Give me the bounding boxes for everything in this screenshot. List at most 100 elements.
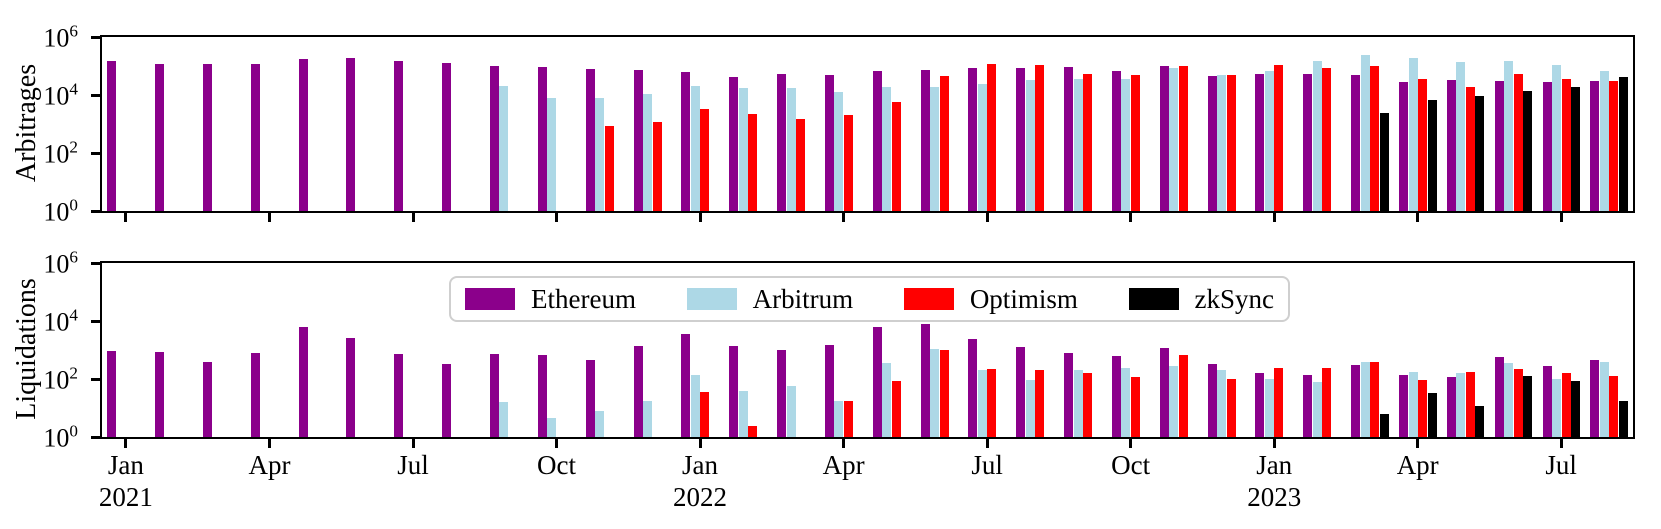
x-tick-label: Jan 2023	[1247, 450, 1302, 513]
bar-optimism-jul-2022	[987, 368, 997, 437]
bar-arbitrum-aug-2023	[1599, 70, 1609, 211]
bar-optimism-feb-2022	[748, 114, 758, 211]
y-tick-label: 106	[43, 21, 78, 53]
y-tick-mark	[91, 261, 100, 265]
bar-ethereum-jan-2021	[107, 60, 117, 211]
legend-item-arbitrum: Arbitrum	[686, 283, 854, 314]
bar-ethereum-jun-2023	[1494, 357, 1504, 437]
bar-zksync-jun-2023	[1523, 375, 1533, 437]
bar-optimism-oct-2022	[1130, 376, 1140, 437]
bar-arbitrum-jul-2023	[1552, 65, 1561, 211]
bar-optimism-sep-2022	[1083, 373, 1092, 437]
x-tick-mark	[555, 439, 558, 448]
y-tick-mark	[91, 319, 100, 323]
bar-arbitrum-feb-2022	[738, 87, 748, 211]
x-tick-mark	[985, 213, 989, 222]
bar-ethereum-jun-2021	[346, 57, 356, 211]
bar-ethereum-nov-2022	[1159, 347, 1169, 437]
bar-arbitrum-mar-2022	[786, 88, 796, 211]
bar-ethereum-apr-2021	[250, 353, 260, 437]
bar-ethereum-nov-2021	[585, 68, 595, 211]
bar-zksync-aug-2023	[1618, 76, 1628, 211]
y-tick-label: 106	[43, 247, 78, 279]
x-tick-mark	[985, 439, 989, 448]
bar-arbitrum-oct-2021	[547, 418, 557, 437]
legend-label-optimism: Optimism	[969, 283, 1078, 314]
x-tick-mark	[1272, 439, 1276, 448]
bar-ethereum-aug-2023	[1590, 359, 1600, 437]
bar-arbitrum-dec-2021	[643, 400, 652, 437]
bar-ethereum-jul-2022	[968, 67, 978, 211]
bar-arbitrum-sep-2021	[499, 402, 509, 437]
bar-ethereum-oct-2021	[537, 354, 547, 437]
bar-ethereum-may-2022	[872, 70, 882, 211]
x-tick-label: Apr	[822, 450, 865, 480]
bar-arbitrum-apr-2022	[834, 400, 844, 437]
y-tick-label: 104	[43, 305, 78, 337]
x-tick-mark	[1559, 439, 1563, 448]
x-tick-mark	[1129, 439, 1133, 448]
legend-item-ethereum: Ethereum	[465, 285, 636, 313]
bar-ethereum-jan-2023	[1255, 73, 1265, 211]
bar-ethereum-jun-2023	[1494, 80, 1504, 211]
bar-arbitrum-oct-2022	[1121, 367, 1131, 437]
x-tick-mark	[1129, 213, 1133, 222]
x-tick-mark	[1416, 213, 1420, 222]
bar-ethereum-sep-2021	[489, 66, 499, 211]
bar-arbitrum-jan-2022	[690, 85, 700, 211]
bar-arbitrum-sep-2022	[1073, 78, 1083, 211]
bar-optimism-sep-2022	[1083, 73, 1092, 211]
bar-arbitrum-dec-2021	[643, 93, 652, 211]
bar-arbitrum-jun-2022	[930, 86, 939, 211]
bar-ethereum-aug-2021	[442, 363, 452, 437]
bar-zksync-apr-2023	[1427, 392, 1437, 437]
bar-ethereum-sep-2021	[489, 353, 499, 437]
y-tick-mark	[91, 209, 100, 213]
bar-arbitrum-dec-2022	[1217, 370, 1227, 437]
bar-arbitrum-jun-2023	[1504, 61, 1514, 211]
bar-optimism-apr-2023	[1418, 380, 1427, 437]
x-tick-mark	[124, 439, 128, 448]
x-tick-mark	[1559, 213, 1563, 222]
bar-ethereum-jul-2021	[394, 61, 404, 211]
bar-ethereum-jan-2022	[681, 333, 691, 437]
x-tick-mark	[1272, 213, 1276, 222]
bar-ethereum-oct-2021	[537, 67, 547, 211]
bar-ethereum-may-2023	[1446, 376, 1456, 437]
bar-arbitrum-jul-2023	[1552, 379, 1561, 437]
legend-label-arbitrum: Arbitrum	[752, 283, 854, 314]
bar-ethereum-aug-2022	[1016, 68, 1026, 211]
bar-ethereum-nov-2022	[1159, 66, 1169, 211]
y-tick-mark	[91, 151, 100, 155]
x-tick-label: Oct	[537, 450, 576, 480]
bar-arbitrum-nov-2021	[595, 97, 605, 211]
bar-ethereum-jun-2021	[346, 338, 356, 437]
bar-optimism-feb-2022	[748, 425, 758, 437]
bar-arbitrum-oct-2022	[1121, 79, 1131, 211]
bar-zksync-mar-2023	[1379, 414, 1389, 437]
bar-optimism-jun-2022	[939, 350, 949, 437]
bar-arbitrum-jul-2022	[977, 84, 987, 211]
bar-ethereum-feb-2021	[155, 351, 164, 437]
bar-ethereum-jan-2021	[107, 350, 117, 437]
bar-arbitrum-nov-2021	[595, 410, 605, 437]
y-tick-mark	[91, 35, 100, 39]
bar-ethereum-mar-2021	[202, 361, 212, 437]
bar-optimism-jan-2023	[1274, 368, 1284, 437]
bar-arbitrum-oct-2021	[547, 97, 557, 211]
x-tick-label: Jul	[1545, 450, 1577, 480]
bar-optimism-feb-2023	[1322, 367, 1332, 437]
bar-optimism-nov-2022	[1178, 354, 1188, 437]
bar-arbitrum-mar-2023	[1360, 55, 1370, 211]
bar-ethereum-dec-2022	[1207, 75, 1217, 211]
arbitrages-chart: 100 102 104 106	[43, 23, 1635, 225]
bar-zksync-may-2023	[1475, 405, 1485, 437]
bar-ethereum-oct-2022	[1111, 70, 1121, 211]
legend-label-zksync: zkSync	[1194, 283, 1274, 314]
legend-item-optimism: Optimism	[903, 283, 1078, 314]
bar-ethereum-apr-2023	[1399, 374, 1408, 437]
x-tick-label: Jan 2022	[673, 450, 727, 513]
bar-ethereum-aug-2021	[442, 63, 452, 211]
x-tick-mark	[411, 213, 415, 222]
